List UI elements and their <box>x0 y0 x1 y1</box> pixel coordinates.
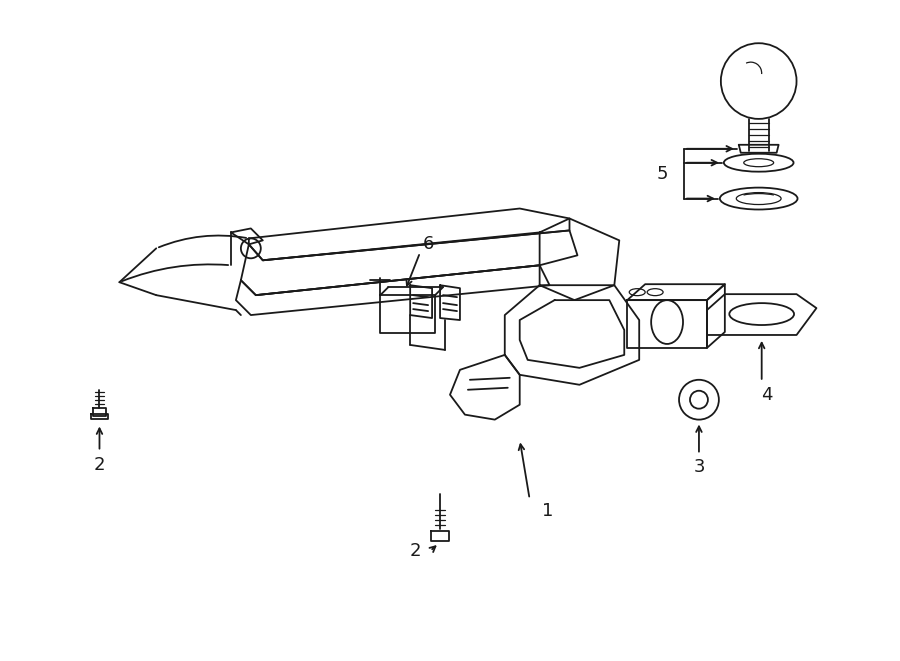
Text: 6: 6 <box>422 235 434 253</box>
Text: 4: 4 <box>760 386 772 404</box>
Text: 3: 3 <box>693 459 705 477</box>
Text: 5: 5 <box>656 165 668 182</box>
Text: 1: 1 <box>542 502 554 520</box>
Text: 2: 2 <box>94 457 105 475</box>
Text: 2: 2 <box>410 542 421 560</box>
